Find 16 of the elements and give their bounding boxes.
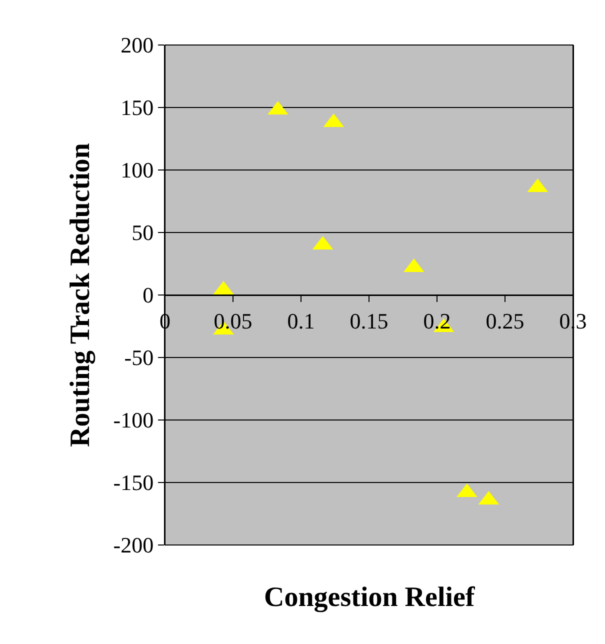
y-tick-label: -50 bbox=[124, 345, 154, 370]
x-tick-label: 0.25 bbox=[486, 308, 524, 334]
y-tick-label: -100 bbox=[113, 408, 154, 433]
y-tick-label: 200 bbox=[120, 32, 154, 58]
x-tick-label: 0.05 bbox=[214, 308, 252, 334]
y-axis-title: Routing Track Reduction bbox=[64, 142, 96, 447]
x-tick-label: 0.15 bbox=[350, 308, 388, 334]
y-tick-label: -200 bbox=[113, 532, 154, 558]
y-tick-label: 0 bbox=[142, 282, 154, 308]
x-tick-label: 0.1 bbox=[287, 308, 315, 334]
y-tick-label: 100 bbox=[120, 158, 154, 183]
x-axis-title: Congestion Relief bbox=[264, 582, 476, 613]
y-tick-label: 50 bbox=[132, 220, 154, 246]
y-tick-label: -150 bbox=[113, 470, 154, 496]
x-tick-label: 0.2 bbox=[423, 308, 451, 334]
y-tick-label: 150 bbox=[120, 95, 154, 120]
